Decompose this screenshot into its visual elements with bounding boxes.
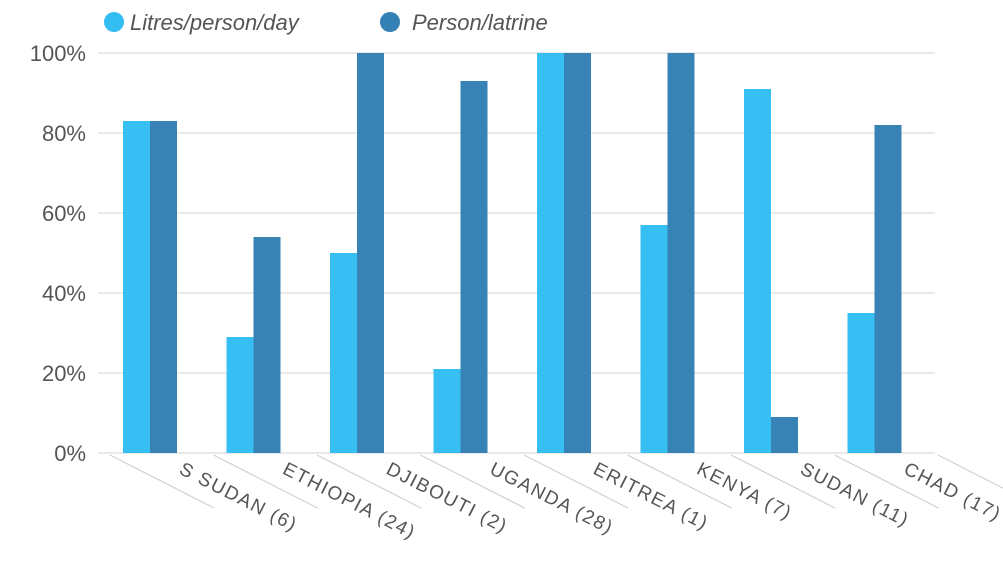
x-axis-separator <box>213 454 319 509</box>
bar-litres <box>847 313 875 453</box>
bar-litres <box>123 121 150 453</box>
legend-marker-latrine-icon <box>380 12 400 32</box>
x-axis: S SUDAN (6)ETHIOPIA (24)DJIBOUTI (2)UGAN… <box>109 454 1003 544</box>
x-axis-separator <box>730 454 836 509</box>
y-tick-label: 60% <box>42 201 86 226</box>
x-category-label: SUDAN (11) <box>797 459 913 532</box>
bars <box>123 53 902 453</box>
bar-litres <box>330 253 357 453</box>
x-axis-separator <box>420 454 526 509</box>
y-axis: 0% 20% 40% 60% 80% 100% <box>30 41 86 466</box>
y-tick-label: 40% <box>42 281 86 306</box>
bar-latrine <box>460 81 488 453</box>
bar-litres <box>537 53 564 453</box>
bar-latrine <box>150 121 177 453</box>
x-category-label: CHAD (17) <box>900 459 1003 526</box>
gridlines <box>98 52 935 454</box>
bar-latrine <box>874 125 902 453</box>
legend-marker-litres-icon <box>104 12 124 32</box>
bar-latrine <box>564 53 591 453</box>
y-tick-label: 20% <box>42 361 86 386</box>
bar-litres <box>433 369 461 453</box>
legend-label-litres: Litres/person/day <box>130 10 301 35</box>
legend-label-latrine: Person/latrine <box>412 10 548 35</box>
x-axis-separator <box>109 454 215 509</box>
bar-litres <box>640 225 668 453</box>
bar-latrine <box>667 53 695 453</box>
x-axis-separator <box>834 454 940 509</box>
bar-litres <box>744 89 771 453</box>
x-axis-separator <box>627 454 733 509</box>
x-axis-separator <box>937 454 1003 489</box>
bar-latrine <box>357 53 384 453</box>
y-tick-label: 100% <box>30 41 86 66</box>
y-tick-label: 0% <box>54 441 86 466</box>
legend: Litres/person/day Person/latrine <box>104 10 548 35</box>
bar-latrine <box>771 417 798 453</box>
y-tick-label: 80% <box>42 121 86 146</box>
bar-litres <box>226 337 254 453</box>
bar-latrine <box>253 237 281 453</box>
x-axis-separator <box>523 454 629 509</box>
x-axis-separator <box>316 454 422 509</box>
